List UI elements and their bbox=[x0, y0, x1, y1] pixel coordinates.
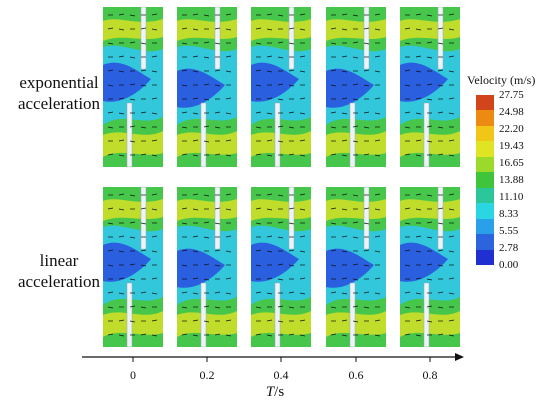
contour-plot bbox=[326, 187, 386, 347]
contour-plot bbox=[400, 7, 460, 167]
contour-panel bbox=[326, 7, 386, 167]
legend-color-segment bbox=[476, 110, 494, 126]
contour-plot bbox=[251, 7, 311, 167]
contour-plot bbox=[103, 187, 163, 347]
legend-tick-label: 24.98 bbox=[499, 106, 524, 118]
legend-tick-label: 11.10 bbox=[499, 191, 524, 203]
legend-tick-label: 0.00 bbox=[499, 259, 519, 271]
time-axis-symbol: T bbox=[265, 384, 275, 400]
contour-panel bbox=[400, 187, 460, 347]
legend-tick-label: 8.33 bbox=[499, 208, 519, 220]
contour-panel bbox=[326, 187, 386, 347]
time-axis-arrowhead bbox=[455, 353, 464, 361]
legend-color-segment bbox=[476, 172, 494, 188]
contour-panel bbox=[251, 7, 311, 167]
row-label-linear: linear acceleration bbox=[0, 250, 118, 292]
contour-panel bbox=[400, 7, 460, 167]
legend-tick-label: 13.88 bbox=[499, 174, 524, 186]
legend-tick-label: 19.43 bbox=[499, 140, 524, 152]
time-axis-tick-label: 0.4 bbox=[273, 368, 289, 382]
row-label-line1: exponential bbox=[19, 73, 99, 92]
legend-tick-label: 2.78 bbox=[499, 242, 519, 254]
time-axis-tick-label: 0.8 bbox=[422, 368, 438, 382]
contour-panel bbox=[177, 187, 237, 347]
legend-tick-label: 22.20 bbox=[499, 123, 524, 135]
legend-color-segment bbox=[476, 203, 494, 219]
contour-plot bbox=[400, 187, 460, 347]
legend-color-segment bbox=[476, 156, 494, 173]
row-label-line2: acceleration bbox=[17, 272, 101, 291]
legend-color-segment bbox=[476, 234, 494, 250]
row-label-line2: acceleration bbox=[17, 94, 101, 113]
time-axis-title: T/s bbox=[255, 384, 295, 401]
contour-panel bbox=[177, 7, 237, 167]
contour-panel bbox=[251, 187, 311, 347]
legend-color-segment bbox=[476, 95, 494, 111]
legend-color-segment bbox=[476, 187, 494, 204]
legend-color-segment bbox=[476, 141, 494, 157]
row-label-line1: linear bbox=[39, 251, 79, 270]
legend-tick-label: 16.65 bbox=[499, 157, 524, 169]
legend-colorbar bbox=[476, 95, 494, 265]
contour-plot bbox=[177, 187, 237, 347]
legend-color-segment bbox=[476, 249, 494, 265]
row-label-exponential: exponential acceleration bbox=[0, 72, 118, 114]
contour-plot bbox=[103, 7, 163, 167]
legend-tick-label: 27.75 bbox=[499, 89, 524, 101]
contour-plot bbox=[177, 7, 237, 167]
legend-title: Velocity (m/s) bbox=[467, 73, 536, 87]
contour-plot bbox=[251, 187, 311, 347]
legend-color-segment bbox=[476, 218, 494, 235]
time-axis-tick-label: 0.2 bbox=[199, 368, 215, 382]
legend-tick-label: 5.55 bbox=[499, 225, 519, 237]
contour-plot bbox=[326, 7, 386, 167]
contour-panel bbox=[103, 187, 163, 347]
time-axis-tick-label: 0.6 bbox=[348, 368, 364, 382]
time-axis-unit: /s bbox=[274, 384, 285, 400]
time-axis-tick-label: 0 bbox=[130, 368, 136, 382]
contour-panel bbox=[103, 7, 163, 167]
legend-color-segment bbox=[476, 125, 494, 142]
